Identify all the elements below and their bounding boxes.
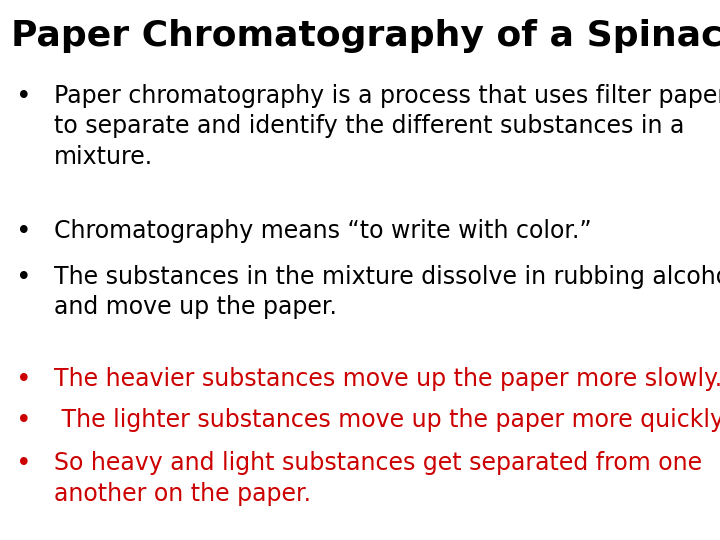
Text: The substances in the mixture dissolve in rubbing alcohol
and move up the paper.: The substances in the mixture dissolve i…: [54, 265, 720, 319]
Text: •: •: [16, 367, 32, 393]
Text: So heavy and light substances get separated from one
another on the paper.: So heavy and light substances get separa…: [54, 451, 702, 505]
Text: Chromatography means “to write with color.”: Chromatography means “to write with colo…: [54, 219, 592, 242]
Text: Paper Chromatography of a Spinach Leaf Lab: Paper Chromatography of a Spinach Leaf L…: [11, 19, 720, 53]
Text: Paper chromatography is a process that uses filter paper
to separate and identif: Paper chromatography is a process that u…: [54, 84, 720, 169]
Text: •: •: [16, 451, 32, 477]
Text: The heavier substances move up the paper more slowly.: The heavier substances move up the paper…: [54, 367, 720, 391]
Text: •: •: [16, 219, 32, 245]
Text: The lighter substances move up the paper more quickly.: The lighter substances move up the paper…: [54, 408, 720, 431]
Text: •: •: [16, 265, 32, 291]
Text: •: •: [16, 84, 32, 110]
Text: •: •: [16, 408, 32, 434]
